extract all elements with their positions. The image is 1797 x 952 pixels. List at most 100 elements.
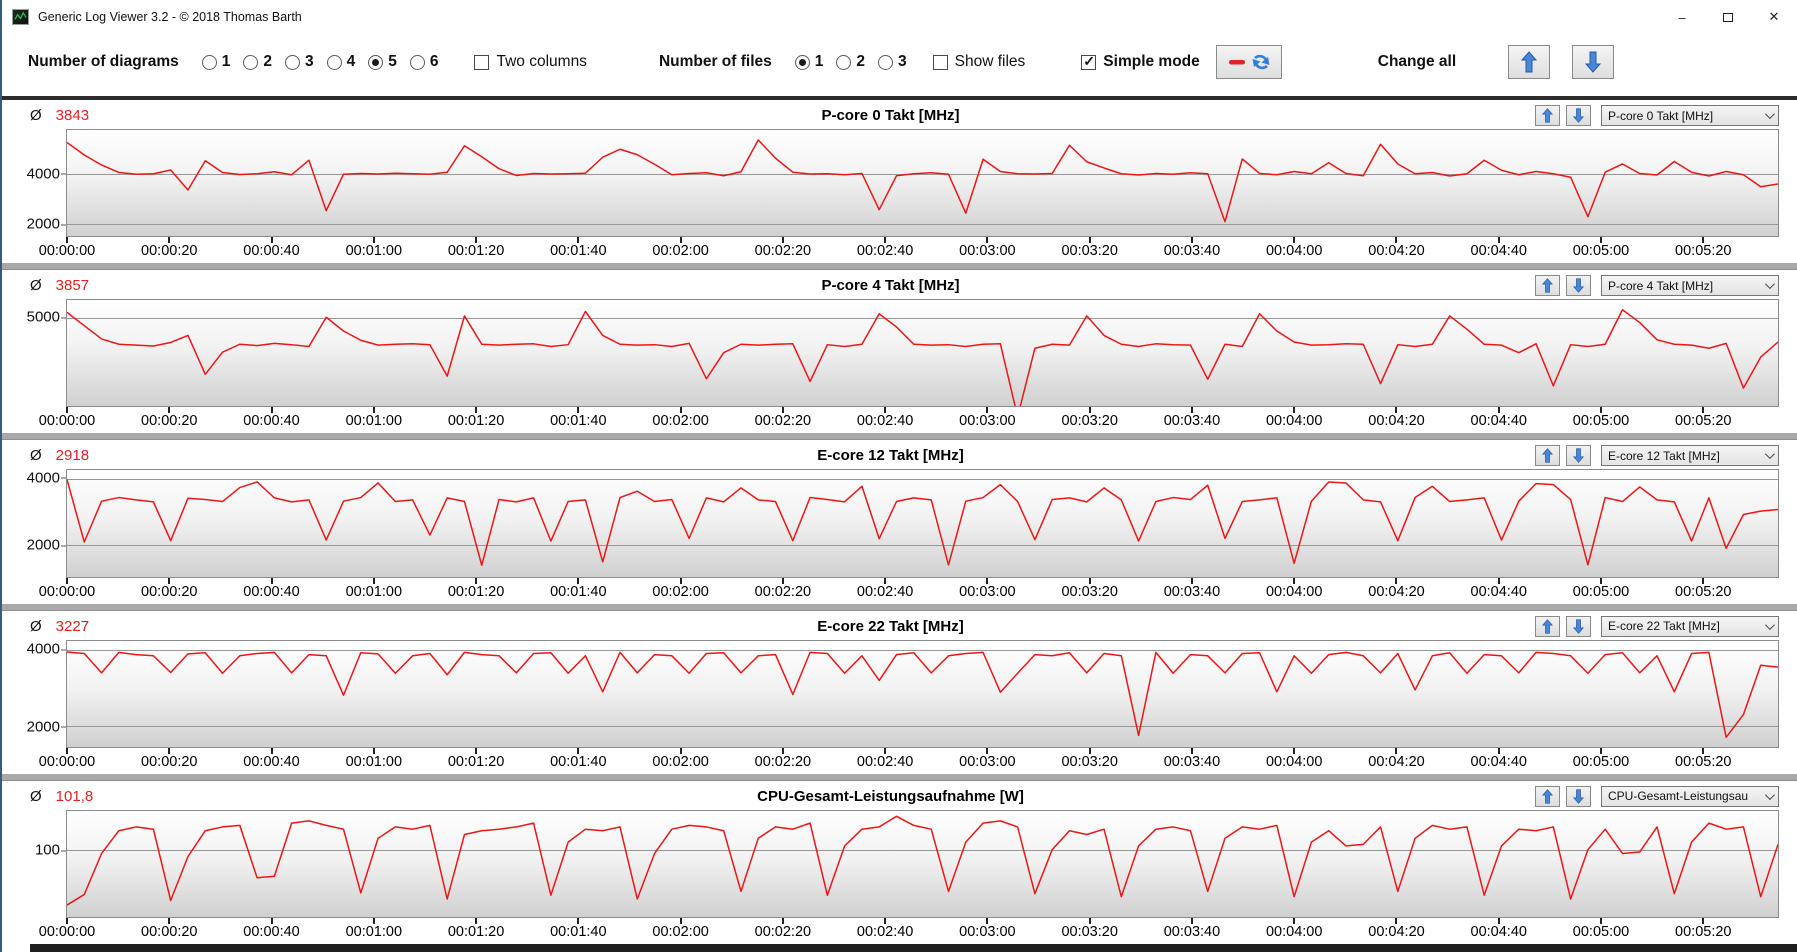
panel-body: 100: [2, 809, 1779, 919]
x-axis: 00:00:00 00:00:20 00:00:40 00:01:00 00:01:20…: [39, 577, 1779, 604]
move-up-button[interactable]: [1535, 615, 1560, 637]
number-of-diagrams-label: Number of diagrams: [28, 53, 179, 70]
change-all-down-button[interactable]: [1572, 45, 1615, 79]
x-axis-tick: 00:05:00: [1573, 747, 1629, 770]
diagram-count-radio-1[interactable]: 1: [201, 53, 230, 71]
radio-option-label: 5: [388, 53, 397, 70]
x-axis-tick: 00:02:20: [755, 577, 811, 600]
move-down-button[interactable]: [1566, 105, 1591, 126]
x-axis-tick: 00:05:20: [1675, 918, 1732, 940]
x-axis-tick-label: 00:03:40: [1163, 583, 1221, 600]
move-up-button[interactable]: [1535, 105, 1560, 126]
x-axis-tick: 00:04:00: [1266, 918, 1322, 940]
move-down-button[interactable]: [1566, 785, 1591, 807]
x-axis-tick: 00:02:20: [755, 918, 811, 940]
show-files-checkbox-box[interactable]: [932, 54, 948, 70]
close-button[interactable]: ✕: [1751, 0, 1797, 34]
panel-header: Ø 101,8 CPU-Gesamt-Leistungsaufnahme [W]…: [2, 783, 1779, 810]
x-axis-tick-label: 00:01:40: [550, 583, 607, 600]
x-axis-tick: 00:01:00: [346, 577, 402, 600]
x-axis-tick-label: 00:02:40: [856, 583, 914, 600]
radio-button-icon[interactable]: [284, 54, 300, 70]
x-axis-tick-label: 00:01:40: [550, 753, 607, 770]
radio-button-icon[interactable]: [409, 54, 425, 70]
x-axis-tick-label: 00:00:00: [38, 753, 96, 770]
channel-select[interactable]: E-core 22 Takt [MHz]: [1601, 615, 1779, 637]
radio-button-icon[interactable]: [794, 54, 810, 70]
taskbar-edge: [2, 944, 1797, 952]
simple-mode-checkbox[interactable]: Simple mode: [1081, 53, 1200, 71]
arrow-up-icon: [1542, 278, 1553, 293]
chart-plot[interactable]: [66, 639, 1779, 748]
simple-mode-checkbox-box[interactable]: [1081, 53, 1097, 70]
x-axis-tick-label: 00:05:20: [1675, 583, 1732, 600]
x-axis-tick-label: 00:04:20: [1368, 924, 1425, 941]
diagram-count-radio-6[interactable]: 6: [409, 53, 439, 71]
radio-option-label: 6: [429, 53, 439, 70]
average-symbol: Ø: [30, 277, 42, 295]
diagram-count-radio-2[interactable]: 2: [243, 53, 272, 71]
diagram-count-radio-3[interactable]: 3: [284, 53, 314, 71]
x-axis-tick-label: 00:01:00: [345, 243, 403, 260]
x-axis-tick-label: 00:04:40: [1470, 413, 1527, 430]
x-axis-tick-label: 00:01:20: [447, 753, 505, 770]
chart-plot[interactable]: [66, 809, 1779, 919]
gridline: [67, 317, 1778, 319]
move-up-button[interactable]: [1535, 275, 1560, 297]
radio-button-icon[interactable]: [836, 54, 852, 70]
minimize-button[interactable]: –: [1659, 0, 1705, 34]
diagram-count-radio-4[interactable]: 4: [326, 53, 355, 71]
move-down-button[interactable]: [1566, 445, 1591, 467]
chart-plot[interactable]: [66, 129, 1779, 238]
maximize-button[interactable]: [1705, 0, 1751, 34]
y-axis-tick-label: 2000: [27, 718, 66, 735]
channel-select[interactable]: CPU-Gesamt-Leistungsau: [1601, 785, 1779, 807]
panel-controls: E-core 12 Takt [MHz]: [1529, 445, 1779, 467]
move-up-button[interactable]: [1535, 785, 1560, 807]
x-axis: 00:00:00 00:00:20 00:00:40 00:01:00 00:01:20…: [39, 237, 1779, 263]
x-axis-tick: 00:01:40: [550, 407, 607, 429]
radio-button-icon[interactable]: [368, 54, 384, 70]
chart-plot[interactable]: [66, 469, 1779, 578]
x-axis-tick: 00:04:40: [1471, 237, 1527, 259]
move-down-button[interactable]: [1566, 615, 1591, 637]
line-style-refresh-button[interactable]: [1215, 45, 1282, 79]
two-columns-checkbox[interactable]: Two columns: [474, 53, 587, 71]
x-axis-tick-label: 00:02:00: [652, 243, 709, 260]
x-axis-tick-label: 00:00:40: [243, 583, 300, 600]
chart-plot[interactable]: [66, 299, 1779, 408]
x-axis-tick-label: 00:03:20: [1061, 413, 1118, 430]
average-symbol: Ø: [30, 447, 42, 465]
file-count-radio-3[interactable]: 3: [878, 53, 907, 71]
two-columns-checkbox-box[interactable]: [474, 54, 490, 70]
file-count-radio-2[interactable]: 2: [836, 53, 865, 71]
channel-select[interactable]: P-core 0 Takt [MHz]: [1601, 105, 1779, 126]
radio-option-label: 2: [856, 53, 866, 70]
panel-title: E-core 12 Takt [MHz]: [817, 447, 964, 465]
x-axis-tick: 00:04:40: [1471, 918, 1527, 940]
x-axis-tick-label: 00:00:40: [243, 413, 300, 430]
diagram-count-radio-5[interactable]: 5: [368, 53, 397, 71]
channel-select[interactable]: P-core 4 Takt [MHz]: [1601, 275, 1779, 297]
change-all-up-button[interactable]: [1508, 45, 1551, 79]
radio-button-icon[interactable]: [201, 54, 217, 70]
radio-button-icon[interactable]: [878, 54, 894, 70]
x-axis-tick: 00:05:00: [1573, 918, 1629, 940]
move-up-button[interactable]: [1535, 445, 1560, 467]
radio-button-icon[interactable]: [243, 54, 259, 70]
x-axis-tick: 00:00:00: [39, 577, 95, 600]
file-count-radio-1[interactable]: 1: [794, 53, 823, 71]
move-down-button[interactable]: [1566, 275, 1591, 297]
channel-select-value: P-core 4 Takt [MHz]: [1608, 278, 1714, 293]
radio-option-label: 3: [898, 53, 907, 70]
x-axis-tick: 00:04:00: [1266, 577, 1322, 600]
gridline: [67, 223, 1778, 225]
radio-button-icon[interactable]: [326, 54, 342, 70]
show-files-checkbox[interactable]: Show files: [932, 53, 1025, 71]
x-axis-tick: 00:05:00: [1573, 407, 1629, 429]
panels-container: Ø 3843 P-core 0 Takt [MHz] P-core 0 Takt…: [2, 96, 1797, 944]
channel-select[interactable]: E-core 12 Takt [MHz]: [1601, 445, 1779, 467]
chevron-down-icon: [1764, 109, 1775, 120]
x-axis-tick-label: 00:01:00: [345, 413, 403, 430]
chart-panel: Ø 3843 P-core 0 Takt [MHz] P-core 0 Takt…: [2, 100, 1797, 263]
